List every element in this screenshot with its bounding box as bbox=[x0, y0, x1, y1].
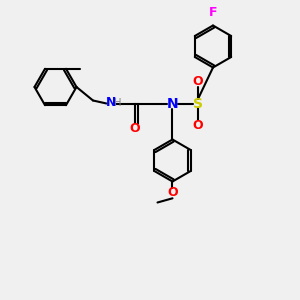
Text: N: N bbox=[167, 97, 178, 110]
Text: N: N bbox=[106, 96, 116, 109]
Text: O: O bbox=[193, 75, 203, 88]
Text: O: O bbox=[167, 186, 178, 200]
Text: F: F bbox=[209, 6, 217, 19]
Text: S: S bbox=[193, 97, 203, 110]
Text: O: O bbox=[130, 122, 140, 135]
Text: O: O bbox=[193, 119, 203, 132]
Text: H: H bbox=[111, 98, 122, 108]
